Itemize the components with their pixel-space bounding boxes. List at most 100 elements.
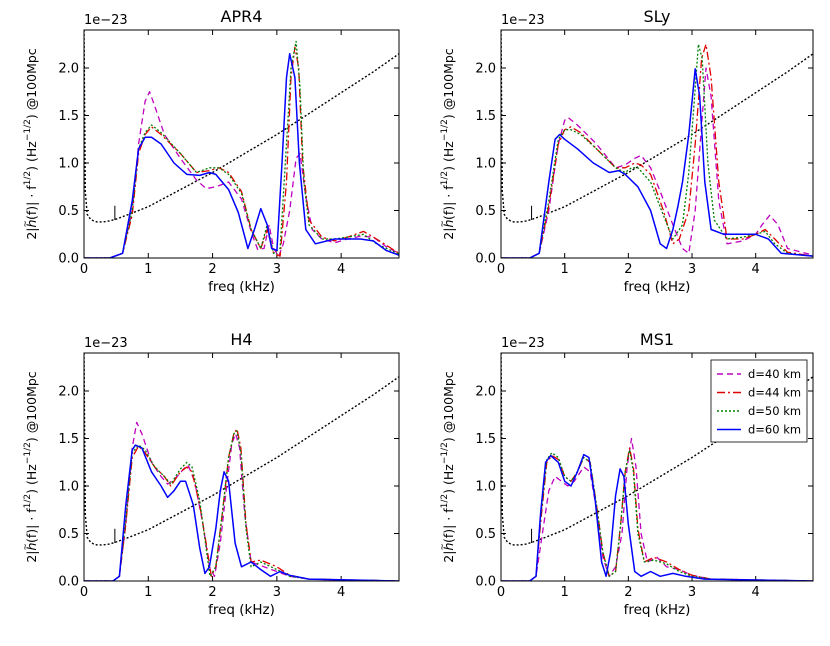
y-label-exp2: −1/2 — [23, 119, 33, 141]
offset-text: 1e−23 — [84, 13, 128, 28]
x-tick-label: 4 — [337, 585, 345, 600]
x-tick-label: 3 — [688, 585, 696, 600]
y-label-prefix: 2| — [24, 551, 39, 563]
plot-area — [501, 353, 813, 581]
x-tick-label: 2 — [208, 262, 216, 277]
offset-text: 1e−23 — [501, 13, 545, 28]
y-label-prefix: 2| — [441, 228, 456, 240]
y-label-mid: (f)| · f — [24, 508, 39, 543]
y-tick-label: 1.5 — [58, 109, 79, 124]
y-label-h: h — [441, 220, 456, 228]
y-label-unit-close: ) @100Mpc — [24, 371, 39, 442]
y-tick-label: 0.5 — [475, 527, 496, 542]
y-label-tilde: ~ — [21, 543, 31, 551]
x-tick-label: 1 — [561, 585, 569, 600]
offset-text: 1e−23 — [501, 336, 545, 351]
x-axis-label: freq (kHz) — [208, 279, 275, 295]
y-label-unit-open: ) (Hz — [24, 141, 39, 171]
x-tick-label: 0 — [497, 262, 505, 277]
x-axis-label: freq (kHz) — [208, 602, 275, 618]
y-tick-label: 0.5 — [475, 204, 496, 219]
legend-entry: d=50 km — [748, 404, 801, 418]
x-tick-label: 1 — [144, 585, 152, 600]
y-tick-label: 2.0 — [58, 62, 79, 77]
series-line-d44km — [501, 43, 813, 258]
series-line-d40km — [84, 421, 399, 581]
panel-frame — [83, 352, 400, 582]
y-axis-label: 2|h~(f)| · f1/2) (Hz−1/2) @100Mpc — [21, 371, 39, 562]
panel-title: SLy — [643, 7, 670, 26]
offset-text: 1e−23 — [84, 336, 128, 351]
series-line-d60km — [501, 453, 813, 581]
y-tick-label: 2.0 — [58, 385, 79, 400]
y-tick-label: 2.0 — [475, 385, 496, 400]
y-tick-label: 0.0 — [475, 252, 496, 267]
panel-ms1: MS1 1e−23 0 1 2 3 4 0.0 0.5 1.0 1.5 2.0 freq (kHz) 2|… — [438, 330, 814, 618]
sensitivity-curve — [84, 353, 399, 546]
y-label-unit-close: ) @100Mpc — [441, 48, 456, 119]
y-label-unit-close: ) @100Mpc — [441, 371, 456, 442]
y-axis-label: 2|h~(f)| · f1/2) (Hz−1/2) @100Mpc — [438, 371, 456, 562]
y-axis-label: 2|h~(f)| · f1/2) (Hz−1/2) @100Mpc — [21, 48, 39, 239]
x-axis-label: freq (kHz) — [624, 602, 691, 618]
panel-title: H4 — [230, 330, 252, 349]
series-line-d60km — [84, 444, 399, 581]
x-tick-label: 3 — [273, 262, 281, 277]
x-tick-label: 3 — [273, 585, 281, 600]
y-label-tilde: ~ — [438, 543, 448, 551]
y-label-h: h — [441, 543, 456, 551]
y-label-mid: (f)| · f — [441, 185, 456, 220]
x-axis-label: freq (kHz) — [624, 279, 691, 295]
series-line-d40km — [84, 91, 399, 258]
y-tick-label: 1.5 — [475, 432, 496, 447]
legend-entry: d=40 km — [748, 367, 801, 381]
y-tick-label: 1.0 — [58, 157, 79, 172]
y-label-exp2: −1/2 — [440, 442, 450, 464]
x-tick-label: 3 — [688, 262, 696, 277]
panel-title: MS1 — [640, 330, 674, 349]
y-tick-label: 0.5 — [58, 527, 79, 542]
legend-entry: d=60 km — [748, 423, 801, 437]
y-label-exp1: 1/2 — [23, 494, 33, 508]
y-label-prefix: 2| — [441, 551, 456, 563]
legend-entry: d=44 km — [748, 386, 801, 400]
y-label-unit-open: ) (Hz — [441, 464, 456, 494]
y-label-tilde: ~ — [21, 220, 31, 228]
series-line-d50km — [501, 43, 813, 258]
x-tick-label: 0 — [497, 585, 505, 600]
series-line-d50km — [501, 449, 813, 581]
panel-apr4: APR4 1e−23 0 1 2 3 4 0.0 0.5 1.0 1.5 2.0 freq (kHz) 2… — [21, 7, 400, 295]
sensitivity-curve — [84, 30, 399, 223]
plot-area — [84, 353, 399, 581]
y-tick-label: 1.5 — [58, 432, 79, 447]
x-tick-label: 2 — [624, 585, 632, 600]
y-label-h: h — [24, 543, 39, 551]
y-label-exp2: −1/2 — [23, 442, 33, 464]
series-line-d40km — [501, 67, 813, 258]
series-line-d60km — [84, 53, 399, 258]
panel-frame — [83, 29, 400, 259]
x-tick-label: 2 — [208, 585, 216, 600]
panel-frame — [500, 352, 814, 582]
y-axis-label: 2|h~(f)| · f1/2) (Hz−1/2) @100Mpc — [438, 48, 456, 239]
plot-area — [84, 30, 399, 258]
x-tick-label: 1 — [561, 262, 569, 277]
y-label-mid: (f)| · f — [24, 185, 39, 220]
y-tick-label: 2.0 — [475, 62, 496, 77]
series-line-d60km — [501, 68, 813, 258]
panel-sly: SLy 1e−23 0 1 2 3 4 0.0 0.5 1.0 1.5 2.0 freq (kHz) 2|… — [438, 7, 814, 295]
y-tick-label: 0.0 — [58, 252, 79, 267]
x-tick-label: 1 — [144, 262, 152, 277]
y-tick-label: 1.0 — [58, 480, 79, 495]
y-label-exp1: 1/2 — [23, 171, 33, 185]
y-label-exp2: −1/2 — [440, 119, 450, 141]
plot-area — [501, 30, 813, 258]
y-label-unit-open: ) (Hz — [441, 141, 456, 171]
y-tick-label: 1.5 — [475, 109, 496, 124]
panel-frame — [500, 29, 814, 259]
y-tick-label: 1.0 — [475, 157, 496, 172]
y-label-h: h — [24, 220, 39, 228]
x-tick-label: 0 — [80, 585, 88, 600]
panel-title: APR4 — [221, 7, 263, 26]
